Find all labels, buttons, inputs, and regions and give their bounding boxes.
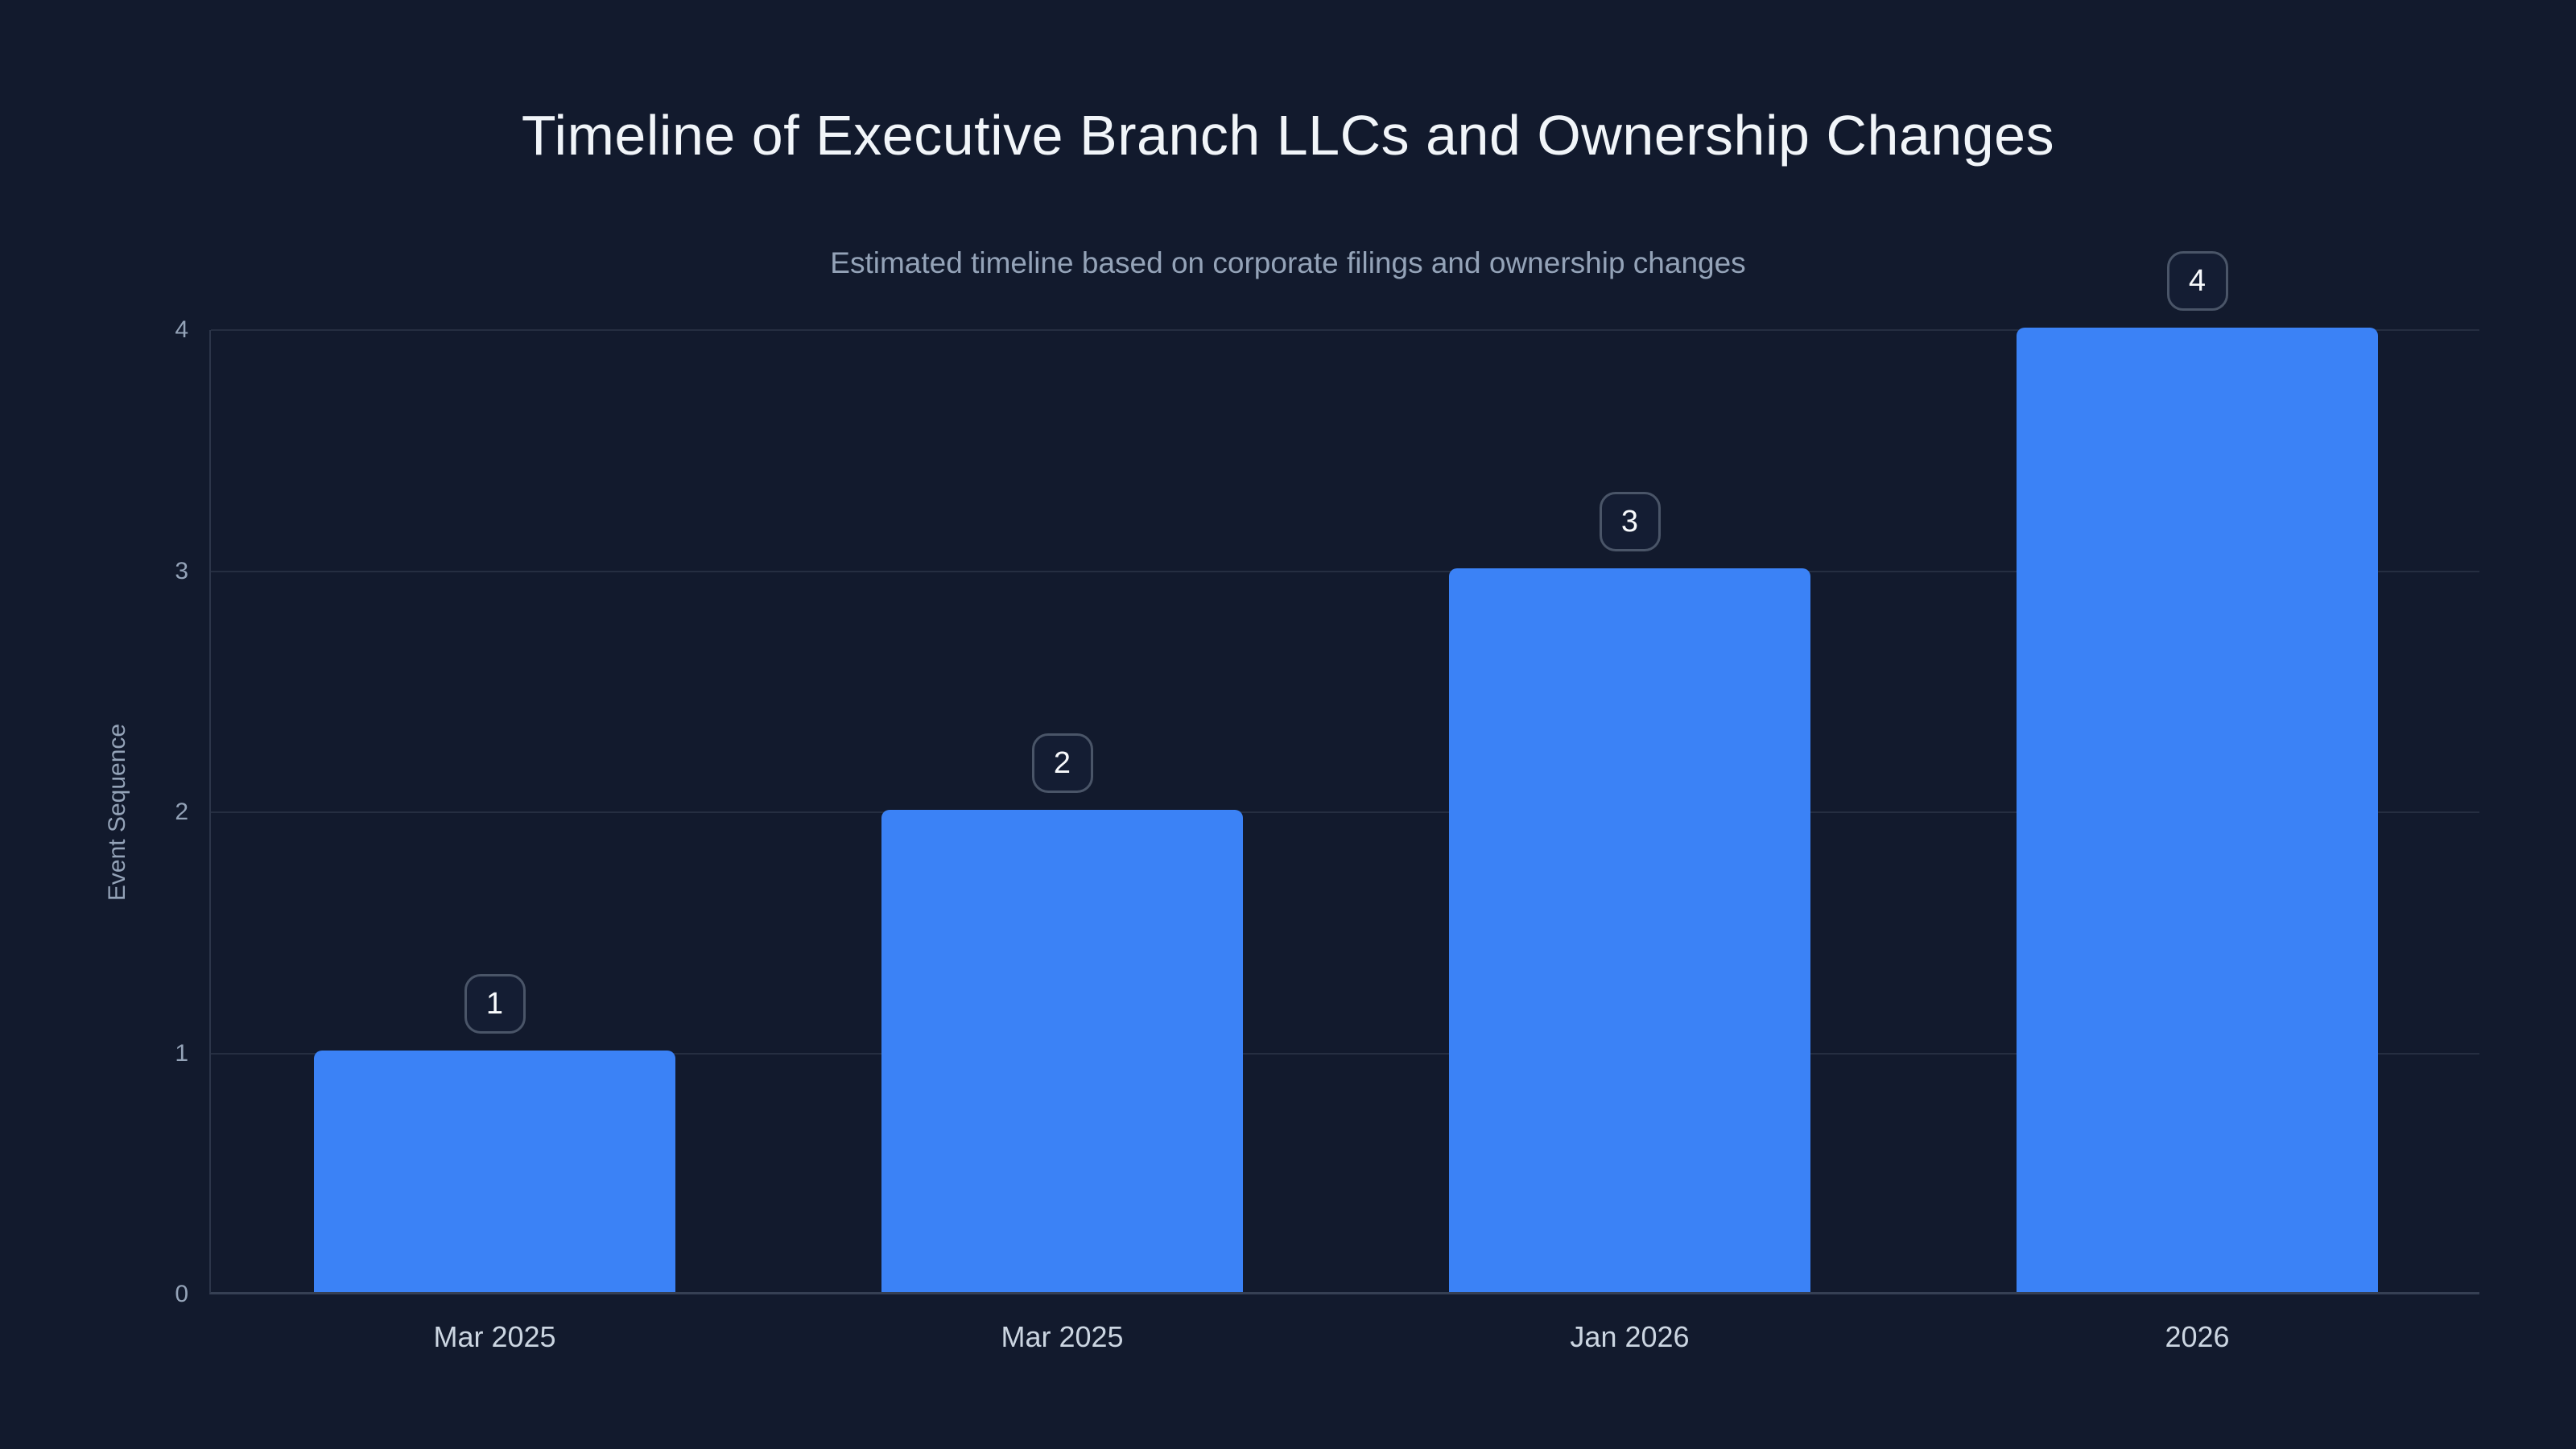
bar-value-badge: 4 xyxy=(2166,251,2228,311)
y-axis-label: Event Sequence xyxy=(104,723,130,902)
gridline xyxy=(211,1052,2479,1055)
x-tick-label: 2026 xyxy=(2165,1320,2230,1353)
y-tick-label: 3 xyxy=(175,557,188,584)
gridline xyxy=(211,570,2479,572)
x-tick-label: Mar 2025 xyxy=(433,1320,556,1353)
y-tick-label: 0 xyxy=(175,1281,188,1307)
bar[interactable] xyxy=(881,810,1243,1292)
gridline xyxy=(211,811,2479,813)
bar[interactable] xyxy=(2017,328,2378,1292)
bar[interactable] xyxy=(1449,568,1810,1292)
plot-area: 0 1 2 3 4 1 2 3 4 Mar 2025 Mar 2025 Jan 2026 2026 xyxy=(175,251,2479,1353)
y-tick-label: 2 xyxy=(175,799,188,825)
bar-value-badge: 1 xyxy=(464,974,526,1034)
bar[interactable] xyxy=(314,1051,675,1292)
y-tick-label: 4 xyxy=(175,316,188,343)
x-tick-label: Mar 2025 xyxy=(1001,1320,1124,1353)
y-tick-label: 1 xyxy=(175,1039,188,1067)
bar-value-badge: 3 xyxy=(1599,492,1661,551)
bar-value-badge: 2 xyxy=(1031,733,1093,793)
x-tick-label: Jan 2026 xyxy=(1570,1320,1690,1353)
gridline xyxy=(211,329,2479,331)
chart-title: Timeline of Executive Branch LLCs and Ow… xyxy=(521,104,2055,167)
chart-subtitle: Estimated timeline based on corporate fi… xyxy=(830,246,1746,279)
